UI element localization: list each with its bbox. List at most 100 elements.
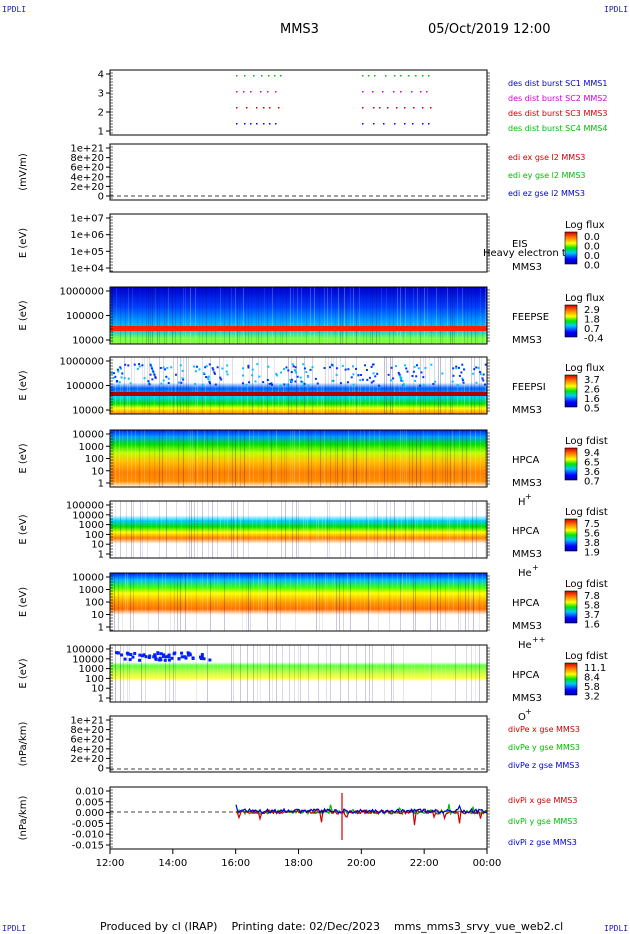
y-tick-label: 0.000: [75, 808, 104, 819]
spectrogram-texture: [319, 573, 320, 631]
spectrogram-texture: [145, 573, 146, 631]
spectrogram-texture: [243, 287, 244, 344]
spectrogram-texture: [363, 501, 364, 558]
spectrogram-texture: [462, 287, 463, 344]
burst-marker: [387, 107, 389, 109]
spectrogram-texture: [223, 645, 224, 702]
hpca-o-scatter-point: [180, 655, 184, 659]
spectrogram-texture: [403, 287, 404, 344]
feepsi-scatter-point: [194, 383, 197, 386]
feepsi-scatter-point: [198, 368, 201, 371]
spectrogram-texture: [397, 287, 398, 344]
spectrogram-texture: [294, 645, 295, 702]
spectrogram-texture: [377, 357, 378, 414]
spectrogram-texture: [348, 430, 349, 487]
spectrogram-texture: [227, 501, 228, 558]
spectrogram-texture: [217, 645, 218, 702]
colorbar: [564, 231, 578, 265]
spectrogram-texture: [448, 573, 449, 631]
spectrogram-texture: [340, 357, 341, 414]
legend-entry: edi ey gse l2 MMS3: [508, 171, 586, 180]
spectrogram-texture: [188, 357, 189, 414]
instrument-label: HPCA: [512, 455, 540, 466]
spectrogram-texture: [441, 645, 442, 702]
spectrogram-texture: [438, 357, 439, 414]
spectrogram-texture: [376, 287, 377, 344]
instrument-label: HPCA: [512, 526, 540, 537]
burst-marker: [396, 107, 398, 109]
spectrogram-texture: [261, 357, 262, 414]
y-tick-label: 1: [98, 127, 104, 138]
spectrogram-texture: [343, 573, 344, 631]
spectrogram-texture: [151, 501, 152, 558]
feepsi-scatter-point: [117, 384, 120, 387]
spectrogram-texture: [369, 357, 370, 414]
spectrogram-texture: [306, 287, 307, 344]
feepsi-scatter-point: [479, 373, 482, 376]
spectrogram-texture: [145, 645, 146, 702]
spectrogram-texture: [413, 287, 414, 344]
spectrogram-texture: [249, 430, 250, 487]
spectrogram-texture: [228, 573, 229, 631]
spectrogram-texture: [163, 357, 164, 414]
spectrogram-texture: [210, 645, 211, 702]
spectrogram-texture: [340, 287, 341, 344]
y-tick-label: 100000: [66, 501, 104, 512]
spectrogram-texture: [127, 573, 128, 631]
spectrogram-texture: [481, 501, 482, 558]
feepsi-scatter-point: [461, 363, 464, 366]
feepsi-scatter-point: [460, 371, 463, 374]
spectrogram-texture: [382, 501, 383, 558]
spectrogram-texture: [251, 287, 252, 344]
spectrogram-texture: [162, 430, 163, 487]
feepsi-scatter-point: [314, 377, 317, 380]
spectrogram-texture: [125, 573, 126, 631]
hpca-o-scatter-point: [186, 651, 190, 655]
spectrogram-texture: [477, 573, 478, 631]
spectrogram-texture: [166, 287, 167, 344]
spectrogram-texture: [399, 357, 400, 414]
spectrogram-texture: [181, 501, 182, 558]
feepsi-scatter-point: [296, 375, 299, 378]
spectrogram-texture: [162, 645, 163, 702]
y-tick-label: 10: [91, 540, 104, 551]
feepsi-scatter-point: [302, 384, 305, 387]
spectrogram-texture: [172, 287, 173, 344]
feepsi-scatter-point: [112, 376, 115, 379]
spectrogram-texture: [212, 430, 213, 487]
spectrogram-texture: [171, 357, 172, 414]
spectrogram-texture: [159, 430, 160, 487]
corner-label-bottom-left: IPDLI: [2, 924, 27, 933]
feepsi-scatter-point: [209, 382, 212, 385]
feepsi-scatter-point: [162, 379, 165, 382]
spectrogram-texture: [202, 287, 203, 344]
burst-marker: [422, 123, 424, 125]
spectrogram-texture: [237, 645, 238, 702]
spectrogram-texture: [263, 357, 264, 414]
spectrogram-texture: [237, 501, 238, 558]
spectrogram-texture: [252, 501, 253, 558]
spectrogram-texture: [254, 357, 255, 414]
feepsi-scatter-point: [266, 378, 269, 381]
spectrogram-texture: [475, 287, 476, 344]
feepsi-scatter-point: [344, 368, 347, 371]
spectrogram-texture: [228, 357, 229, 414]
feepsi-scatter-point: [275, 374, 278, 377]
spectrogram-texture: [311, 430, 312, 487]
feepsi-scatter-point: [251, 374, 254, 377]
spectrogram-texture: [366, 501, 367, 558]
colorbar-title: Log fdist: [565, 579, 608, 590]
spectrogram-texture: [405, 287, 406, 344]
spectrogram-texture: [458, 645, 459, 702]
hpca-o-scatter-point: [158, 656, 162, 660]
spectrogram-texture: [119, 430, 120, 487]
spectrogram-texture: [248, 287, 249, 344]
feepsi-scatter-point: [247, 366, 250, 369]
feepsi-scatter-point: [148, 383, 151, 386]
feepsi-scatter-point: [294, 366, 297, 369]
spectrogram-texture: [356, 357, 357, 414]
spacecraft-label: MMS3: [512, 693, 542, 704]
spectrogram-texture: [161, 501, 162, 558]
feepsi-scatter-point: [208, 363, 211, 366]
corner-label-top-right: IPDLI: [604, 5, 629, 14]
